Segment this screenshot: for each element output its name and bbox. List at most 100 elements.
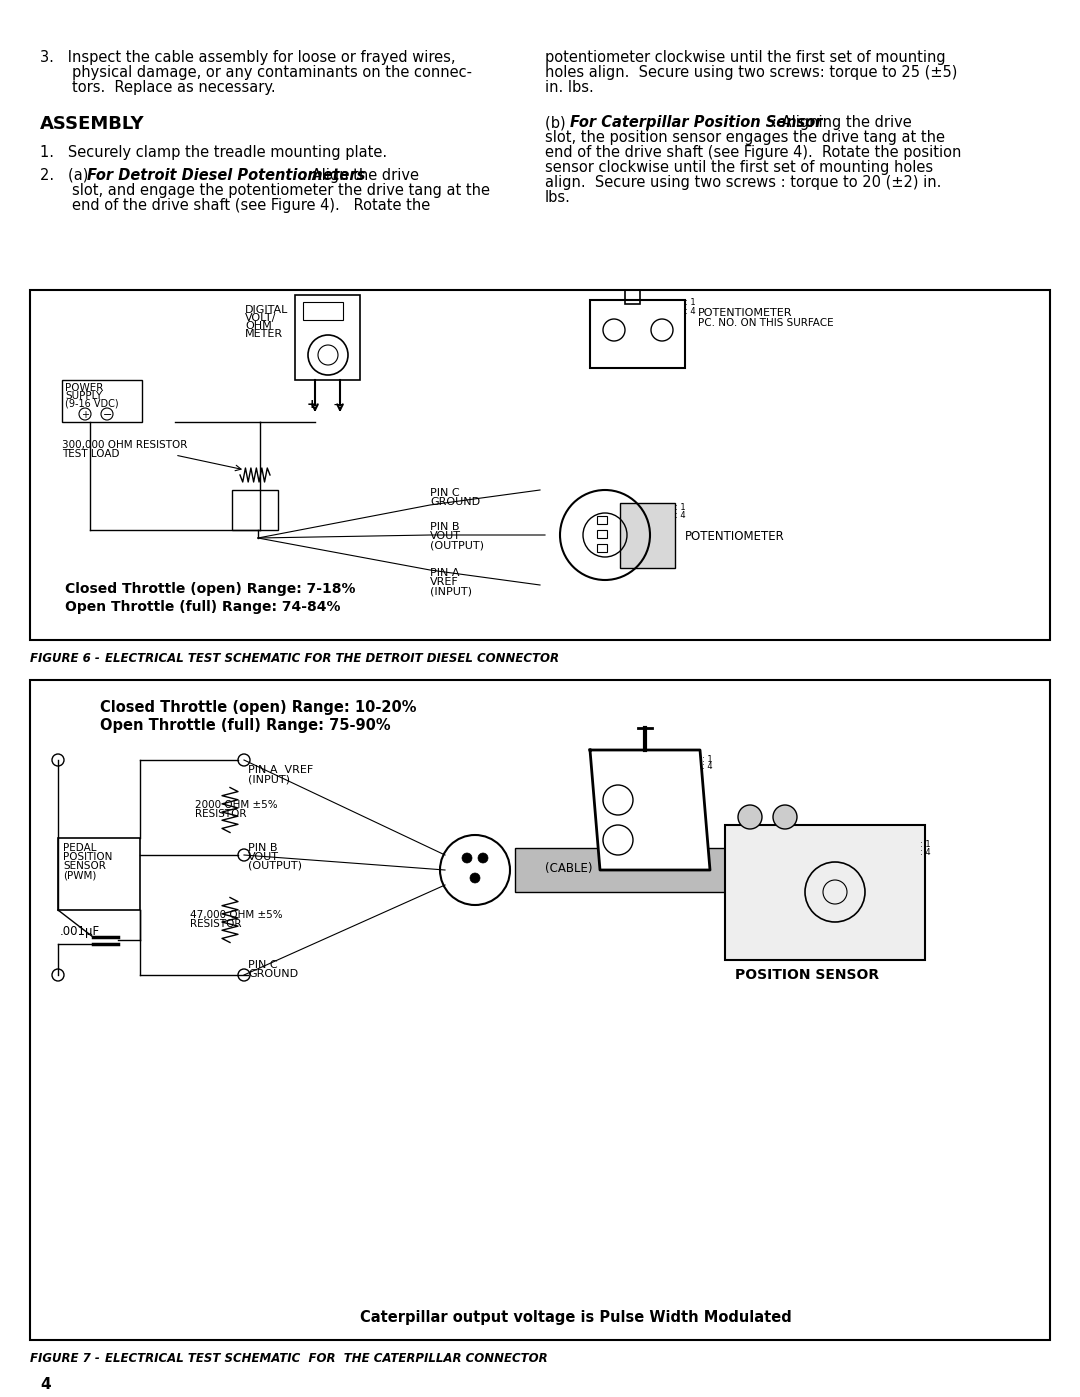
Text: end of the drive shaft (see Figure 4).  Rotate the position: end of the drive shaft (see Figure 4). R… <box>545 145 961 161</box>
Text: : 1: : 1 <box>685 298 696 307</box>
Bar <box>590 300 685 367</box>
Text: POWER: POWER <box>65 383 104 393</box>
Circle shape <box>462 854 472 863</box>
Text: Closed Throttle (open) Range: 7-18%: Closed Throttle (open) Range: 7-18% <box>65 583 355 597</box>
Text: POTENTIOMETER: POTENTIOMETER <box>698 307 793 319</box>
Text: : Align the drive: : Align the drive <box>302 168 419 183</box>
Text: tors.  Replace as necessary.: tors. Replace as necessary. <box>72 80 275 95</box>
Text: PIN B: PIN B <box>248 842 278 854</box>
Bar <box>62 380 141 422</box>
Text: PIN A  VREF: PIN A VREF <box>248 766 313 775</box>
Text: RESISTOR: RESISTOR <box>195 809 246 819</box>
Text: Closed Throttle (open) Range: 10-20%: Closed Throttle (open) Range: 10-20% <box>100 700 417 715</box>
Bar <box>625 291 640 305</box>
Text: PEDAL: PEDAL <box>63 842 96 854</box>
Text: ELECTRICAL TEST SCHEMATIC FOR THE DETROIT DIESEL CONNECTOR: ELECTRICAL TEST SCHEMATIC FOR THE DETROI… <box>105 652 559 665</box>
Text: (INPUT): (INPUT) <box>430 585 472 597</box>
Text: SENSOR: SENSOR <box>63 861 106 870</box>
Bar <box>620 503 675 569</box>
Text: FIGURE 7 -: FIGURE 7 - <box>30 1352 104 1365</box>
Text: FIGURE 6 -: FIGURE 6 - <box>30 652 104 665</box>
Text: 2.   (a): 2. (a) <box>40 168 93 183</box>
Text: PIN C: PIN C <box>248 960 278 970</box>
Text: ASSEMBLY: ASSEMBLY <box>40 115 145 133</box>
Text: METER: METER <box>245 330 283 339</box>
Text: GROUND: GROUND <box>248 970 298 979</box>
Text: VOUT: VOUT <box>248 852 279 862</box>
Text: +: + <box>81 409 89 420</box>
Text: (OUTPUT): (OUTPUT) <box>430 541 484 550</box>
Text: physical damage, or any contaminants on the connec-: physical damage, or any contaminants on … <box>72 66 472 80</box>
Text: align.  Secure using two screws : torque to 20 (±2) in.: align. Secure using two screws : torque … <box>545 175 942 190</box>
Text: PIN A: PIN A <box>430 569 459 578</box>
Polygon shape <box>590 750 710 870</box>
Text: (PWM): (PWM) <box>63 870 96 880</box>
Text: PIN C: PIN C <box>430 488 460 497</box>
Text: sensor clockwise until the first set of mounting holes: sensor clockwise until the first set of … <box>545 161 933 175</box>
Text: DIGITAL: DIGITAL <box>245 305 288 314</box>
Text: (9-16 VDC): (9-16 VDC) <box>65 400 119 409</box>
Text: end of the drive shaft (see Figure 4).   Rotate the: end of the drive shaft (see Figure 4). R… <box>72 198 430 212</box>
Text: For Caterpillar Position Sensor: For Caterpillar Position Sensor <box>570 115 823 130</box>
Text: in. lbs.: in. lbs. <box>545 80 594 95</box>
Bar <box>295 295 360 380</box>
Text: : 1: : 1 <box>675 503 686 511</box>
Text: 47,000 OHM ±5%: 47,000 OHM ±5% <box>190 909 283 921</box>
Circle shape <box>773 805 797 828</box>
Text: potentiometer clockwise until the first set of mounting: potentiometer clockwise until the first … <box>545 50 946 66</box>
Text: VREF: VREF <box>430 577 459 587</box>
Circle shape <box>470 873 480 883</box>
Circle shape <box>738 805 762 828</box>
Bar <box>303 302 343 320</box>
Text: 1.   Securely clamp the treadle mounting plate.: 1. Securely clamp the treadle mounting p… <box>40 145 387 161</box>
Text: : 4: : 4 <box>702 761 713 771</box>
Text: 2000 OHM ±5%: 2000 OHM ±5% <box>195 800 278 810</box>
Bar <box>30 291 1050 640</box>
Text: 300,000 OHM RESISTOR: 300,000 OHM RESISTOR <box>62 440 187 450</box>
Text: slot, and engage the potentiometer the drive tang at the: slot, and engage the potentiometer the d… <box>72 183 490 198</box>
Bar <box>30 680 1050 1340</box>
Text: ELECTRICAL TEST SCHEMATIC  FOR  THE CATERPILLAR CONNECTOR: ELECTRICAL TEST SCHEMATIC FOR THE CATERP… <box>105 1352 548 1365</box>
Text: TEST LOAD: TEST LOAD <box>62 448 120 460</box>
Bar <box>515 848 725 893</box>
Text: POSITION SENSOR: POSITION SENSOR <box>735 968 879 982</box>
Text: −: − <box>333 398 345 412</box>
Text: lbs.: lbs. <box>545 190 571 205</box>
Bar <box>597 515 607 524</box>
Text: Open Throttle (full) Range: 74-84%: Open Throttle (full) Range: 74-84% <box>65 599 340 615</box>
Text: (OUTPUT): (OUTPUT) <box>248 861 302 870</box>
Circle shape <box>478 854 488 863</box>
Text: SUPPLY: SUPPLY <box>65 391 103 401</box>
Bar <box>597 543 607 552</box>
Text: For Detroit Diesel Potentiometers: For Detroit Diesel Potentiometers <box>87 168 365 183</box>
Text: 4: 4 <box>40 1377 51 1391</box>
Text: : 1: : 1 <box>702 754 713 764</box>
Text: VOUT: VOUT <box>430 531 461 541</box>
Text: −: − <box>103 409 112 420</box>
Text: : 4: : 4 <box>685 307 696 316</box>
Text: +: + <box>307 398 318 411</box>
Text: : 4: : 4 <box>920 848 931 856</box>
Bar <box>232 490 278 529</box>
Text: slot, the position sensor engages the drive tang at the: slot, the position sensor engages the dr… <box>545 130 945 145</box>
Bar <box>597 529 607 538</box>
Text: : 4: : 4 <box>675 511 686 520</box>
Text: : 1: : 1 <box>920 840 931 849</box>
Text: VOLT/: VOLT/ <box>245 313 276 323</box>
Text: (INPUT): (INPUT) <box>248 774 291 784</box>
Text: .001μF: .001μF <box>60 925 100 937</box>
Text: 3.   Inspect the cable assembly for loose or frayed wires,: 3. Inspect the cable assembly for loose … <box>40 50 456 66</box>
Text: GROUND: GROUND <box>430 497 481 507</box>
Text: POTENTIOMETER: POTENTIOMETER <box>685 529 785 543</box>
Text: PC. NO. ON THIS SURFACE: PC. NO. ON THIS SURFACE <box>698 319 834 328</box>
Text: Open Throttle (full) Range: 75-90%: Open Throttle (full) Range: 75-90% <box>100 718 391 733</box>
Text: OHM: OHM <box>245 321 272 331</box>
Text: POSITION: POSITION <box>63 852 112 862</box>
Text: PIN B: PIN B <box>430 522 459 532</box>
Bar <box>725 826 924 960</box>
Text: holes align.  Secure using two screws: torque to 25 (±5): holes align. Secure using two screws: to… <box>545 66 957 80</box>
Text: (CABLE): (CABLE) <box>545 862 593 875</box>
Bar <box>58 838 140 909</box>
Text: (b): (b) <box>545 115 570 130</box>
Text: Caterpillar output voltage is Pulse Width Modulated: Caterpillar output voltage is Pulse Widt… <box>360 1310 792 1324</box>
